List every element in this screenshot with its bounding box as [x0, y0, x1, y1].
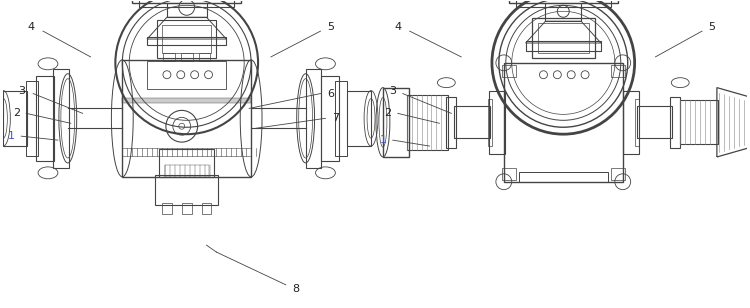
- Bar: [132, 0, 242, 3]
- Bar: [53, 69, 69, 168]
- Bar: [182, 203, 192, 214]
- Bar: [26, 81, 38, 156]
- Bar: [545, 3, 581, 21]
- Text: 5: 5: [709, 22, 716, 32]
- Bar: [637, 107, 672, 138]
- Text: 3: 3: [18, 86, 25, 95]
- Bar: [680, 100, 718, 144]
- Bar: [155, 175, 218, 205]
- Bar: [383, 87, 409, 157]
- Bar: [4, 91, 27, 146]
- Bar: [516, 0, 610, 7]
- Bar: [165, 165, 209, 177]
- Bar: [634, 99, 638, 146]
- Bar: [157, 20, 217, 58]
- Bar: [140, 0, 234, 7]
- Bar: [322, 76, 339, 161]
- Text: 7: 7: [332, 113, 339, 123]
- Bar: [181, 53, 193, 61]
- Text: 4: 4: [28, 22, 34, 32]
- Text: 2: 2: [13, 108, 20, 118]
- Bar: [526, 41, 601, 51]
- Bar: [306, 69, 322, 168]
- Bar: [488, 99, 492, 146]
- Bar: [532, 18, 595, 58]
- Text: 4: 4: [394, 22, 401, 32]
- Bar: [489, 91, 505, 154]
- Bar: [446, 96, 456, 148]
- Text: 1: 1: [8, 131, 15, 141]
- Bar: [670, 96, 680, 148]
- Bar: [502, 65, 516, 77]
- Bar: [159, 149, 214, 177]
- Bar: [538, 23, 589, 53]
- Bar: [502, 168, 516, 180]
- Bar: [610, 168, 625, 180]
- Bar: [347, 91, 371, 146]
- Bar: [122, 60, 251, 177]
- Bar: [122, 98, 251, 103]
- Text: 3: 3: [389, 86, 396, 95]
- Text: 5: 5: [327, 22, 334, 32]
- Text: 8: 8: [292, 284, 299, 294]
- Bar: [406, 95, 448, 150]
- Bar: [202, 203, 211, 214]
- Bar: [162, 25, 211, 53]
- Bar: [163, 53, 175, 61]
- Bar: [36, 76, 54, 161]
- Text: 1: 1: [380, 135, 386, 145]
- Bar: [162, 203, 172, 214]
- Bar: [122, 148, 251, 156]
- Bar: [622, 91, 638, 154]
- Text: 2: 2: [384, 108, 392, 118]
- Bar: [147, 37, 226, 45]
- Bar: [509, 0, 618, 3]
- Bar: [167, 3, 206, 17]
- Bar: [199, 53, 211, 61]
- Text: 6: 6: [327, 89, 334, 99]
- Bar: [335, 81, 347, 156]
- Bar: [519, 172, 608, 182]
- Bar: [504, 63, 622, 182]
- Bar: [454, 107, 490, 138]
- Bar: [147, 61, 226, 89]
- Bar: [610, 65, 625, 77]
